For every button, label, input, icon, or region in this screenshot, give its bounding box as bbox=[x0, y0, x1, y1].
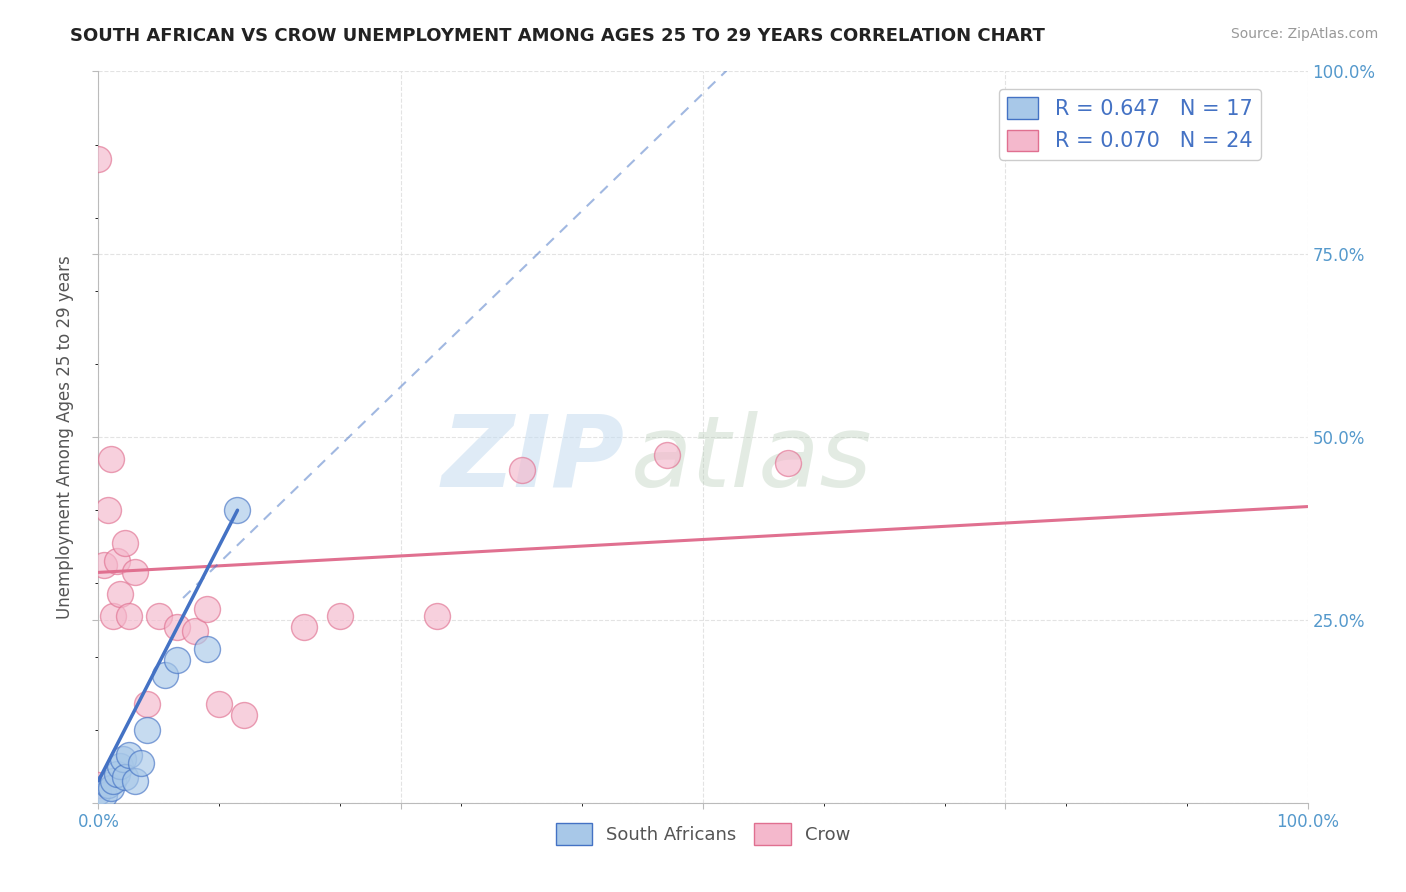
Point bbox=[114, 770, 136, 784]
Point bbox=[129, 756, 152, 770]
Text: SOUTH AFRICAN VS CROW UNEMPLOYMENT AMONG AGES 25 TO 29 YEARS CORRELATION CHART: SOUTH AFRICAN VS CROW UNEMPLOYMENT AMONG… bbox=[70, 27, 1045, 45]
Point bbox=[111, 752, 134, 766]
Point bbox=[135, 723, 157, 737]
Point bbox=[292, 620, 315, 634]
Point bbox=[93, 789, 115, 803]
Point bbox=[655, 448, 678, 462]
Point bbox=[329, 609, 352, 624]
Point bbox=[108, 587, 131, 601]
Point bbox=[118, 748, 141, 763]
Point bbox=[776, 456, 799, 470]
Point bbox=[105, 766, 128, 780]
Point bbox=[100, 452, 122, 467]
Point bbox=[195, 642, 218, 657]
Point bbox=[124, 566, 146, 580]
Point bbox=[87, 785, 110, 799]
Point bbox=[87, 152, 110, 166]
Point bbox=[195, 602, 218, 616]
Point bbox=[426, 609, 449, 624]
Point bbox=[105, 554, 128, 568]
Point bbox=[101, 609, 124, 624]
Point bbox=[87, 778, 110, 792]
Point bbox=[153, 667, 176, 681]
Text: atlas: atlas bbox=[630, 410, 872, 508]
Point bbox=[232, 708, 254, 723]
Point bbox=[226, 503, 249, 517]
Text: ZIP: ZIP bbox=[441, 410, 624, 508]
Point bbox=[148, 609, 170, 624]
Text: Source: ZipAtlas.com: Source: ZipAtlas.com bbox=[1230, 27, 1378, 41]
Point bbox=[166, 620, 188, 634]
Point bbox=[184, 624, 207, 638]
Legend: South Africans, Crow: South Africans, Crow bbox=[548, 816, 858, 852]
Point bbox=[97, 778, 120, 792]
Point bbox=[114, 536, 136, 550]
Y-axis label: Unemployment Among Ages 25 to 29 years: Unemployment Among Ages 25 to 29 years bbox=[56, 255, 75, 619]
Point bbox=[101, 773, 124, 788]
Point bbox=[118, 609, 141, 624]
Point bbox=[208, 697, 231, 711]
Point bbox=[510, 463, 533, 477]
Point bbox=[97, 503, 120, 517]
Point bbox=[100, 781, 122, 796]
Point bbox=[124, 773, 146, 788]
Point bbox=[135, 697, 157, 711]
Point bbox=[166, 653, 188, 667]
Point bbox=[108, 759, 131, 773]
Point bbox=[93, 558, 115, 573]
